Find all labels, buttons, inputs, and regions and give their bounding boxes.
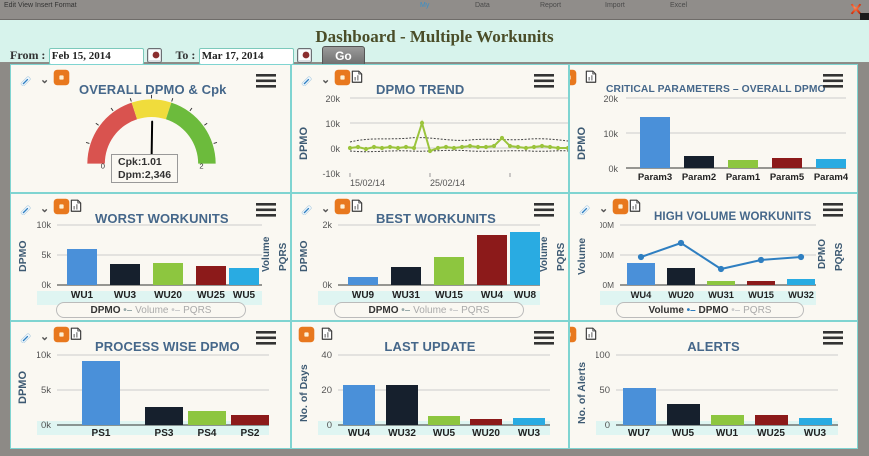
svg-text:WU3: WU3 — [114, 290, 137, 301]
svg-text:0k: 0k — [330, 144, 340, 154]
svg-text:PS4: PS4 — [198, 428, 217, 439]
svg-text:0k: 0k — [322, 280, 332, 290]
svg-text:WU5: WU5 — [233, 290, 256, 301]
svg-text:WU5: WU5 — [433, 428, 456, 439]
svg-text:Param1: Param1 — [726, 172, 761, 183]
svg-text:WU20: WU20 — [154, 290, 182, 301]
svg-text:WU1: WU1 — [71, 290, 94, 301]
svg-text:0: 0 — [327, 420, 332, 431]
svg-text:25/02/14: 25/02/14 — [430, 178, 465, 188]
svg-text:100: 100 — [596, 350, 610, 361]
svg-text:2: 2 — [199, 161, 203, 169]
svg-text:WU9: WU9 — [352, 290, 375, 301]
svg-text:0k: 0k — [41, 420, 51, 431]
svg-text:WU31: WU31 — [708, 290, 734, 300]
svg-text:WU4: WU4 — [348, 428, 371, 439]
svg-text:0k: 0k — [41, 280, 51, 290]
svg-text:-10k: -10k — [322, 169, 340, 179]
svg-text:Param3: Param3 — [638, 172, 672, 183]
svg-text:WU5: WU5 — [672, 428, 695, 439]
svg-text:5k: 5k — [41, 250, 51, 260]
svg-text:0M: 0M — [602, 280, 614, 290]
svg-text:WU32: WU32 — [788, 290, 814, 300]
svg-text:WU32: WU32 — [388, 428, 416, 439]
svg-text:40: 40 — [321, 350, 332, 361]
svg-text:Param4: Param4 — [814, 172, 848, 183]
svg-text:WU3: WU3 — [804, 428, 827, 439]
svg-text:PS1: PS1 — [92, 428, 111, 439]
svg-text:15/02/14: 15/02/14 — [350, 178, 385, 188]
svg-text:PS3: PS3 — [155, 428, 174, 439]
svg-text:Param2: Param2 — [682, 172, 716, 183]
svg-text:WU20: WU20 — [668, 290, 694, 300]
svg-text:50: 50 — [599, 385, 610, 396]
svg-text:WU4: WU4 — [481, 290, 504, 301]
svg-text:2k: 2k — [322, 220, 332, 230]
svg-text:100M: 100M — [600, 250, 614, 260]
svg-text:WU3: WU3 — [518, 428, 541, 439]
svg-text:WU25: WU25 — [757, 428, 785, 439]
svg-text:10k: 10k — [37, 350, 51, 361]
svg-text:10k: 10k — [325, 119, 340, 129]
svg-text:0: 0 — [101, 161, 105, 169]
svg-text:WU1: WU1 — [716, 428, 739, 439]
svg-text:0k: 0k — [608, 164, 618, 174]
svg-text:Param5: Param5 — [770, 172, 805, 183]
svg-text:10k: 10k — [603, 129, 618, 139]
svg-text:PS2: PS2 — [241, 428, 260, 439]
svg-text:WU4: WU4 — [631, 290, 652, 300]
svg-text:200M: 200M — [600, 220, 614, 230]
svg-text:5k: 5k — [41, 385, 51, 396]
svg-text:WU31: WU31 — [392, 290, 420, 301]
svg-text:WU15: WU15 — [435, 290, 463, 301]
svg-text:20k: 20k — [325, 94, 340, 104]
svg-text:20: 20 — [321, 385, 332, 396]
svg-text:10k: 10k — [37, 220, 51, 230]
svg-text:20k: 20k — [603, 94, 618, 104]
svg-text:WU20: WU20 — [472, 428, 500, 439]
svg-text:WU8: WU8 — [514, 290, 537, 301]
svg-text:WU7: WU7 — [628, 428, 651, 439]
svg-text:WU25: WU25 — [197, 290, 225, 301]
svg-text:WU15: WU15 — [748, 290, 774, 300]
svg-text:0: 0 — [605, 420, 610, 431]
